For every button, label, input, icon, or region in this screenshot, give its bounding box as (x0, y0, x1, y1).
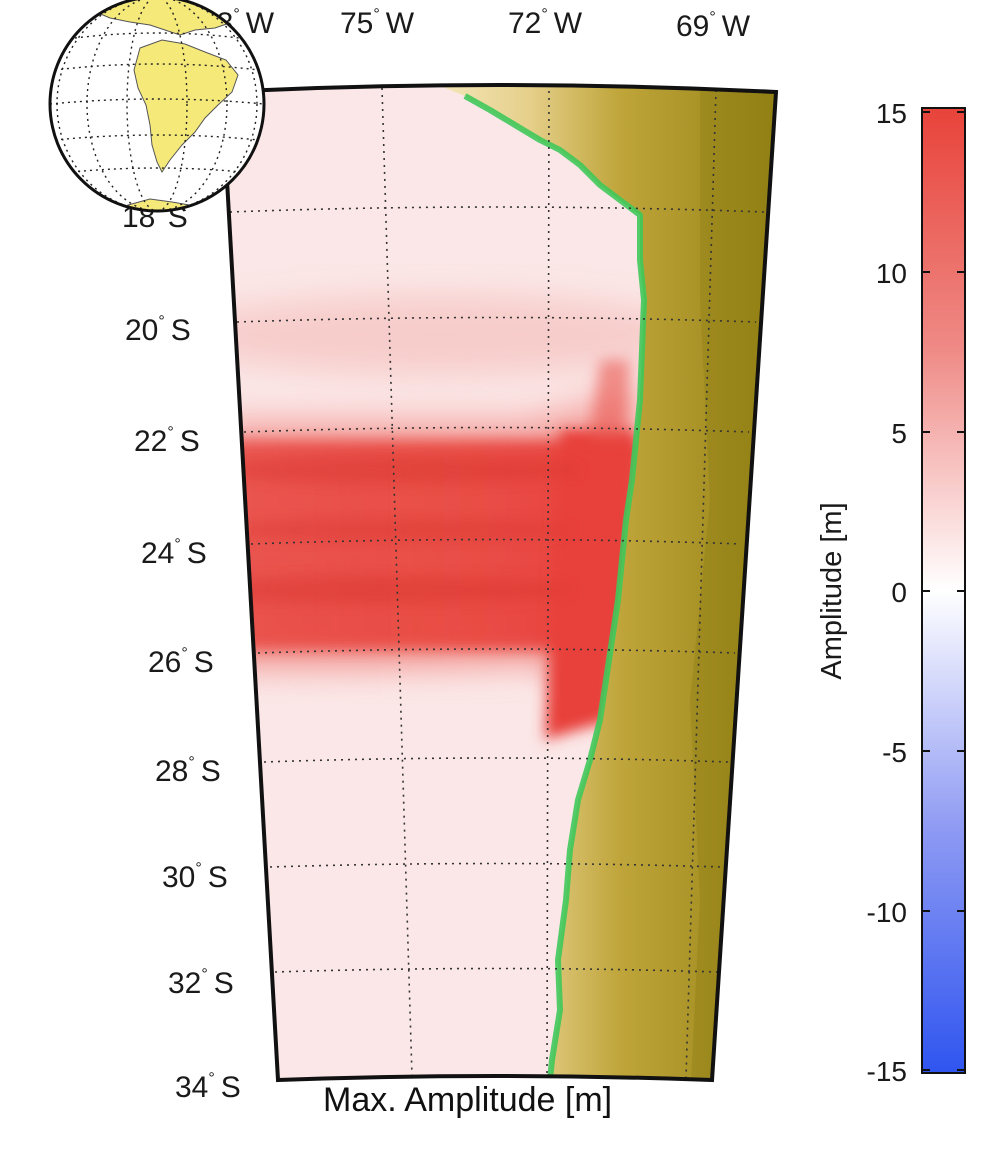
lon-label-75: 75° W (340, 6, 415, 40)
colorbar-tick-label: -10 (867, 897, 907, 928)
map-area (222, 85, 776, 1080)
lat-label-22: 22° S (134, 424, 200, 458)
lat-label-28: 28° S (155, 754, 221, 788)
colorbar-tick-marks (922, 111, 965, 1071)
colorbar-title: Amplitude [m] (816, 502, 848, 679)
colorbar-tick-label: 5 (891, 418, 907, 449)
lat-label-34: 34° S (175, 1070, 241, 1104)
lon-label-72: 72° W (508, 6, 583, 40)
map-title: Max. Amplitude [m] (323, 1081, 612, 1119)
lat-label-26: 26° S (148, 645, 214, 679)
map-frame (219, 83, 779, 1083)
lat-label-32: 32° S (168, 966, 234, 1000)
lat-label-20: 20° S (125, 313, 191, 347)
lat-label-30: 30° S (162, 860, 228, 894)
globe-graticule (50, 0, 264, 211)
globe-outline (48, 0, 266, 213)
colorbar-tick-label: 0 (891, 577, 907, 608)
graticule (229, 85, 765, 1079)
longitude-labels: 78°W 75°W 72°W 69°W (200, 6, 751, 43)
colorbar: 15 10 5 0 -5 -10 -15 Amplitude [m] (816, 98, 966, 1087)
colorbar-tick-label: 15 (876, 98, 907, 129)
globe-land-south-america (133, 39, 239, 173)
lat-label-24: 24° S (141, 536, 207, 570)
globe-inset (48, 0, 266, 213)
lon-label-69: 69° W (676, 9, 751, 43)
latitude-labels: 18°S 20°S 22°S 24°S 26°S 28°S 30°S 32°S … (122, 200, 241, 1104)
colorbar-tick-labels: 15 10 5 0 -5 -10 -15 (867, 98, 907, 1087)
coastline-green (463, 93, 647, 1080)
colorbar-tick-label: -5 (882, 737, 907, 768)
lon-hem: W (246, 7, 275, 40)
colorbar-tick-label: 10 (876, 258, 907, 289)
colorbar-tick-label: -15 (867, 1056, 907, 1087)
